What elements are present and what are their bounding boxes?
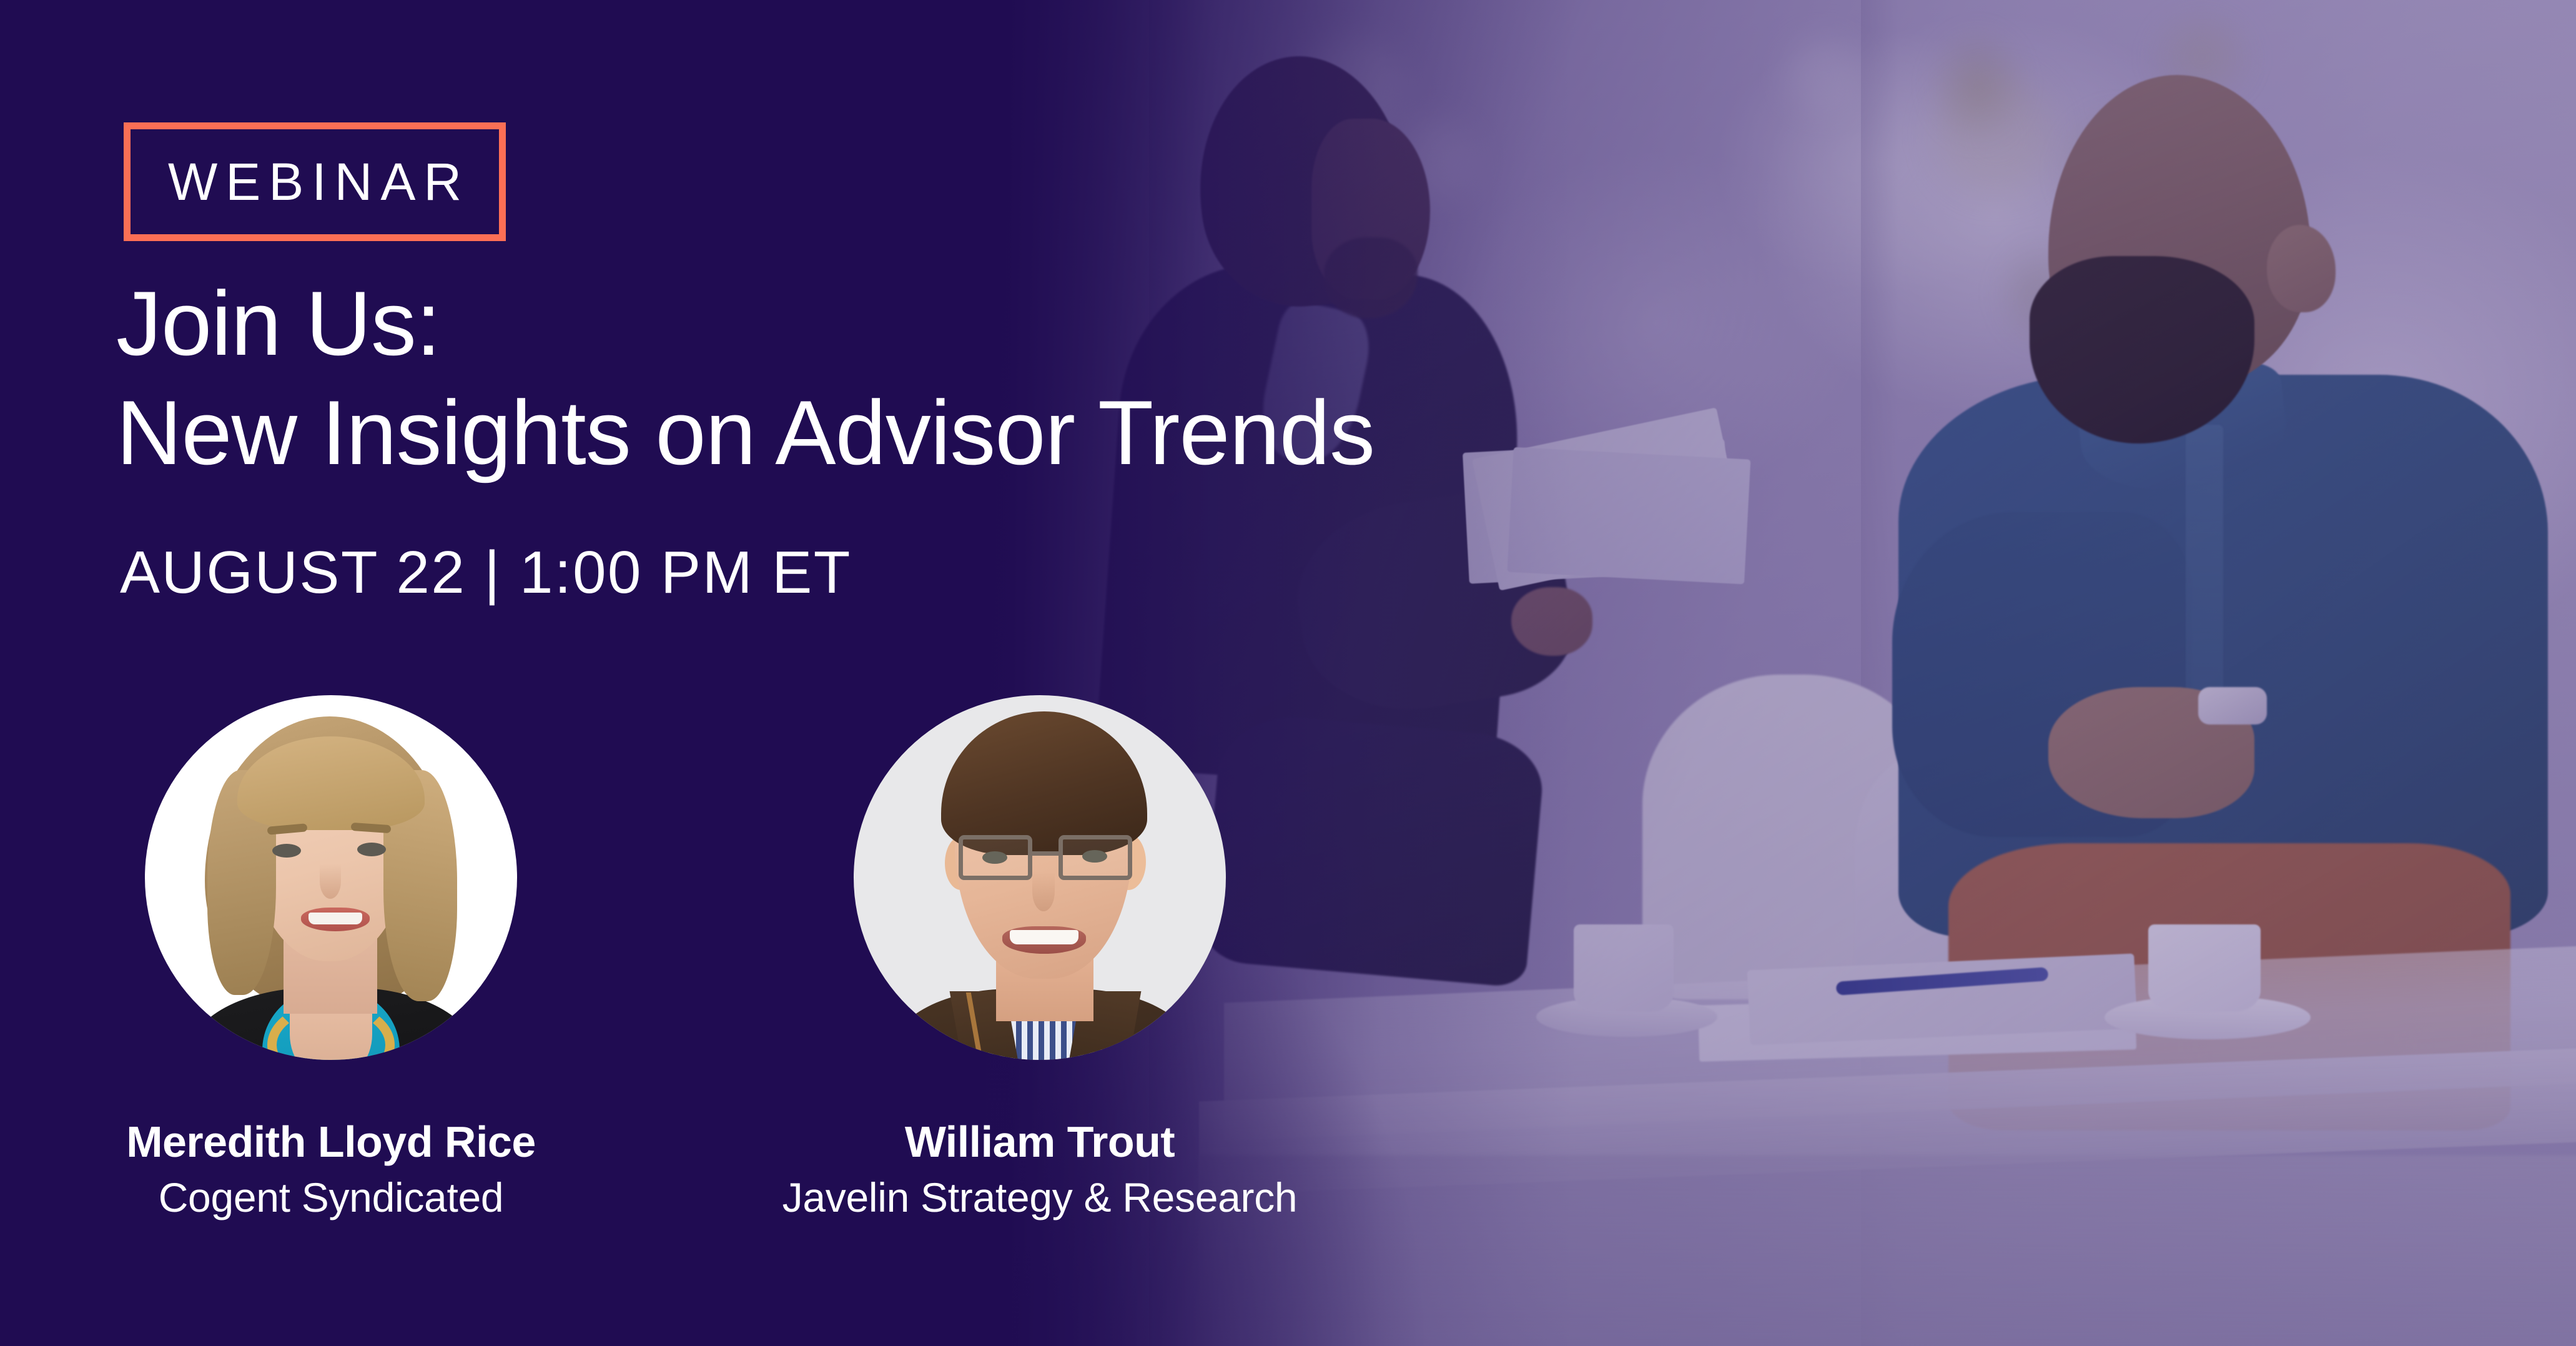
webinar-badge-label: WEBINAR	[167, 152, 470, 211]
background-photo	[962, 0, 2576, 1346]
avatar	[854, 695, 1226, 1060]
page-title: Join Us: New Insights on Advisor Trends	[116, 269, 1740, 487]
speaker-organization: Cogent Syndicated	[158, 1174, 504, 1221]
speaker-card-1: Meredith Lloyd Rice Cogent Syndicated	[25, 695, 637, 1221]
avatar	[145, 695, 517, 1060]
speaker-organization: Javelin Strategy & Research	[782, 1174, 1298, 1221]
speaker-card-2: William Trout Javelin Strategy & Researc…	[681, 695, 1399, 1221]
title-line-1: Join Us:	[116, 272, 441, 374]
event-datetime: AUGUST 22 | 1:00 PM ET	[120, 539, 852, 606]
webinar-badge: WEBINAR	[124, 122, 506, 241]
content-panel: WEBINAR Join Us: New Insights on Advisor…	[0, 0, 1375, 1346]
title-line-2: New Insights on Advisor Trends	[116, 382, 1375, 484]
speaker-name: Meredith Lloyd Rice	[126, 1117, 536, 1166]
eyeglasses-icon	[959, 835, 1132, 880]
speaker-name: William Trout	[904, 1117, 1175, 1166]
